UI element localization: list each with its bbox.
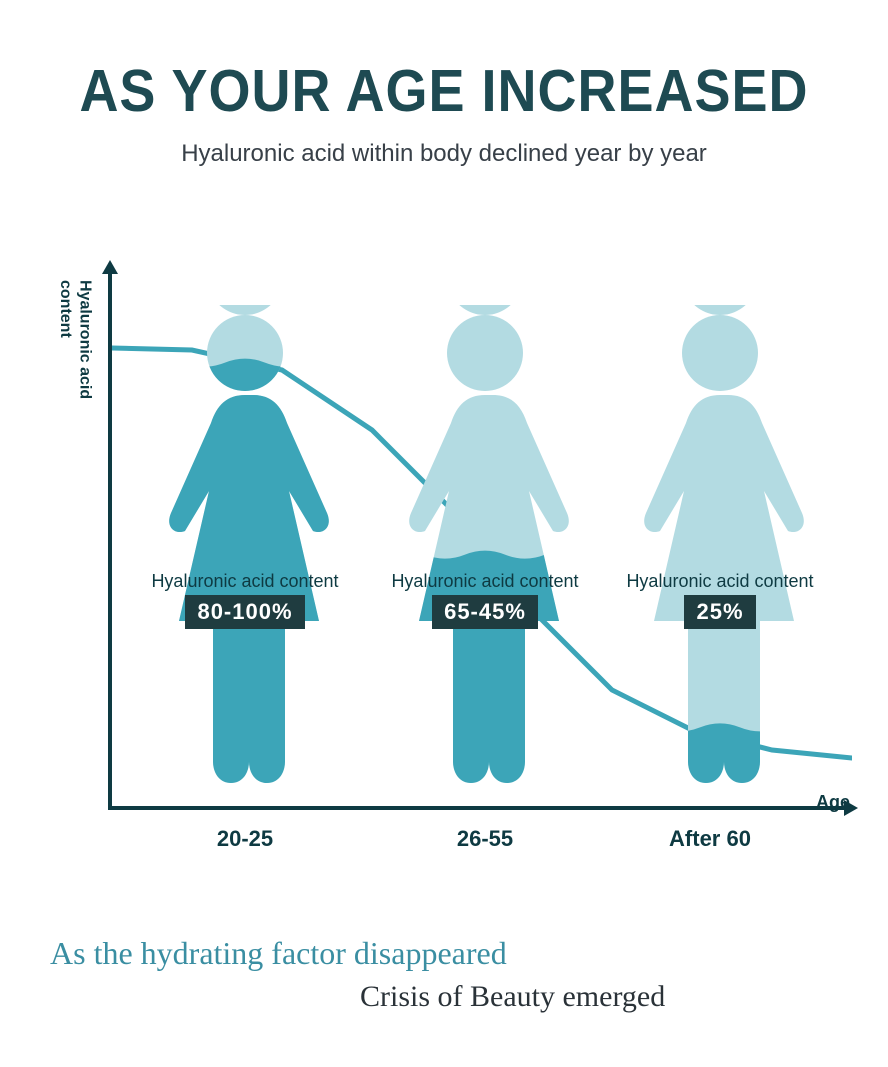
x-axis <box>108 806 848 810</box>
x-tick-1: 26-55 <box>395 826 575 852</box>
x-axis-label: Age <box>816 792 850 813</box>
figure-caption-1: Hyaluronic acid content65-45% <box>380 570 590 629</box>
figure-caption-text: Hyaluronic acid content <box>380 570 590 593</box>
page-title: AS YOUR AGE INCREASED <box>0 57 888 125</box>
figure-2 <box>615 305 825 785</box>
x-tick-2: After 60 <box>620 826 800 852</box>
y-axis-label: Hyaluronic acid content <box>56 280 94 399</box>
percent-badge: 25% <box>684 595 755 630</box>
x-tick-0: 20-25 <box>155 826 335 852</box>
y-axis-arrow-icon <box>102 260 118 274</box>
figure-caption-2: Hyaluronic acid content25% <box>615 570 825 629</box>
percent-badge: 80-100% <box>185 595 304 630</box>
footer-line-1: As the hydrating factor disappeared <box>50 935 507 972</box>
figure-1 <box>380 305 590 785</box>
figure-caption-text: Hyaluronic acid content <box>615 570 825 593</box>
y-axis <box>108 270 112 810</box>
percent-badge: 65-45% <box>432 595 538 630</box>
chart: Hyaluronic acid content Age <box>60 270 850 840</box>
page-subtitle: Hyaluronic acid within body declined yea… <box>0 140 888 168</box>
footer-line-2: Crisis of Beauty emerged <box>360 980 665 1014</box>
figure-0 <box>140 305 350 785</box>
figure-caption-text: Hyaluronic acid content <box>140 570 350 593</box>
figure-caption-0: Hyaluronic acid content80-100% <box>140 570 350 629</box>
